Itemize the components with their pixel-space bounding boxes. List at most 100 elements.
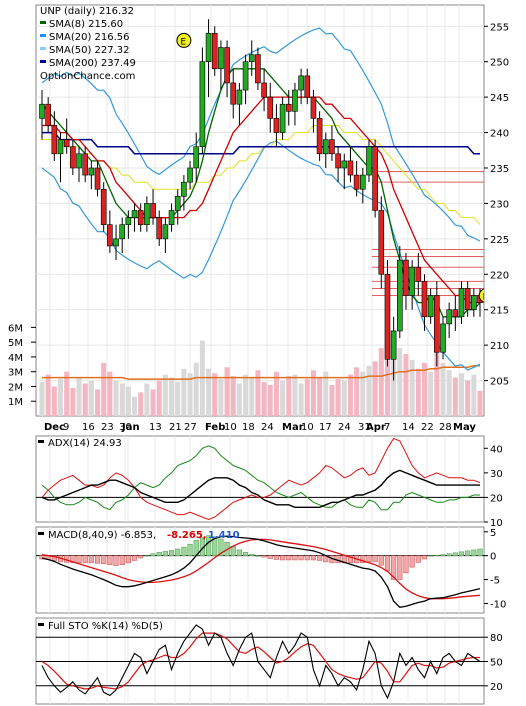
macd-histogram-bar	[175, 548, 181, 556]
macd-histogram-bar	[107, 555, 113, 565]
macd-histogram-bar	[403, 555, 409, 574]
adx-panel	[35, 435, 485, 523]
legend-ticker: UNP (daily) 216.32	[40, 6, 134, 17]
volume-bar	[230, 376, 236, 416]
candle-body	[100, 188, 107, 225]
x-tick-label: 24	[261, 422, 274, 433]
volume-bar	[125, 386, 131, 416]
macd-histogram-bar	[187, 543, 193, 556]
price-legend: UNP (daily) 216.32 SMA(8) 215.60 SMA(20)…	[40, 6, 136, 82]
volume-bar	[76, 377, 82, 416]
volume-tick-label: 5M	[8, 338, 23, 349]
macd-histogram-bar	[428, 555, 434, 557]
candle-body	[94, 167, 101, 190]
candle-body	[329, 139, 335, 155]
macd-histogram-bar	[206, 535, 212, 556]
candle-body	[51, 125, 58, 155]
adx-tick-label: 20	[490, 493, 503, 504]
volume-bar	[51, 386, 57, 416]
macd-tick-label: 5	[490, 528, 496, 539]
upper-band-line	[41, 27, 481, 242]
x-tick-label: 23	[101, 422, 114, 433]
candle-body	[335, 153, 341, 169]
macd-histogram-bar	[236, 549, 242, 556]
candle-body	[57, 139, 64, 155]
volume-bar	[181, 368, 187, 416]
volume-bar	[335, 379, 341, 416]
volume-bar	[193, 362, 199, 416]
x-tick-label: 9	[63, 422, 69, 433]
legend-swatch-sma8	[40, 21, 46, 24]
macd-histogram-bar	[446, 553, 452, 556]
volume-bar	[329, 384, 335, 416]
candle-body	[63, 139, 70, 148]
sto-d-line	[41, 632, 480, 690]
volume-bar	[132, 396, 138, 416]
event-marker-label: E	[180, 37, 186, 47]
volume-tick-label: 2M	[8, 382, 23, 393]
volume-bar	[156, 380, 162, 416]
volume-bar	[273, 371, 279, 416]
candle-body	[353, 174, 360, 190]
volume-bar	[286, 376, 292, 416]
volume-bar	[360, 371, 366, 416]
volume-bar	[397, 348, 403, 416]
macd-histogram-bar	[452, 552, 458, 556]
volume-tick-label: 4M	[8, 353, 23, 364]
legend-swatch-sma50	[40, 47, 46, 50]
candle-body	[168, 210, 175, 225]
macd-histogram-bar	[372, 555, 378, 563]
volume-bar	[440, 362, 446, 416]
volume-bar	[428, 371, 434, 416]
macd-histogram-bar	[212, 536, 218, 556]
macd-histogram-bar	[471, 549, 477, 556]
candle-body	[378, 210, 385, 275]
volume-bar	[95, 389, 101, 416]
candle-body	[181, 181, 187, 197]
legend-swatch-sma200	[40, 60, 46, 63]
macd-histogram-bar	[261, 555, 267, 558]
candle-body	[279, 103, 286, 133]
candle-body	[273, 118, 280, 133]
volume-bar	[415, 368, 421, 416]
macd-histogram-bar	[156, 552, 162, 556]
macd-histogram-bar	[51, 555, 57, 561]
volume-bar	[471, 374, 477, 416]
candle-body	[248, 54, 255, 62]
candle-body	[440, 323, 446, 353]
x-tick-label: 21	[169, 422, 182, 433]
volume-bar	[218, 379, 224, 416]
macd-histogram-bar	[181, 546, 187, 556]
candle-body	[113, 238, 119, 247]
macd-histogram-bar	[82, 555, 88, 564]
macd-histogram-bar	[243, 552, 249, 556]
volume-bar	[64, 371, 70, 416]
price-tick-label: 240	[490, 129, 509, 140]
macd-histogram-bar	[150, 553, 156, 556]
candle-body	[384, 273, 391, 360]
volume-bar	[347, 374, 353, 416]
candle-body	[70, 146, 76, 169]
volume-bar	[292, 374, 298, 416]
volume-bar	[107, 371, 113, 416]
volume-bar	[384, 324, 390, 416]
x-tick-label: Apr	[366, 422, 386, 433]
event-marker	[176, 32, 192, 48]
candle-body	[366, 146, 372, 176]
volume-tick-label: 3M	[8, 368, 23, 379]
x-tick-label: Mar	[282, 422, 304, 433]
macd-histogram-bar	[39, 555, 45, 560]
volume-bar	[403, 353, 409, 416]
volume-bar	[446, 370, 452, 416]
price-tick-label: 225	[490, 235, 509, 246]
candle-body	[304, 75, 311, 98]
macd-histogram-bar	[113, 555, 119, 566]
sto-tick-label: 80	[490, 633, 503, 644]
candle-body	[310, 96, 317, 119]
candle-body	[76, 153, 82, 169]
macd-histogram-bar	[310, 555, 316, 561]
candle-body	[292, 89, 298, 112]
candle-body	[267, 96, 274, 119]
candle-body	[236, 89, 243, 105]
volume-bar	[280, 380, 286, 416]
